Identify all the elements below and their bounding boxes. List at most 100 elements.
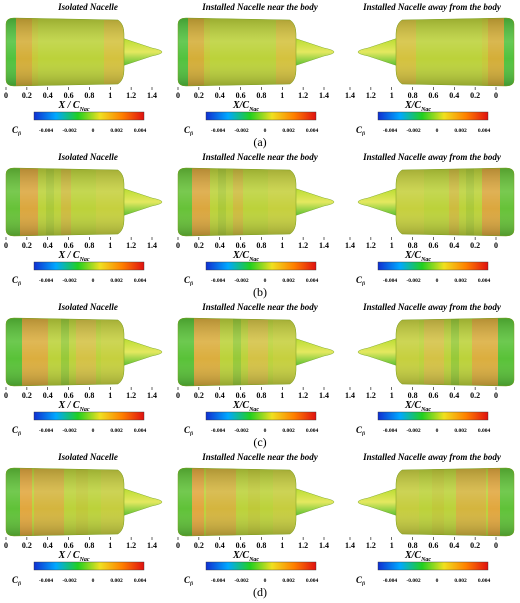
panel: Installed Nacelle near the body 0 0.2 0.4 0.… bbox=[176, 452, 335, 587]
colorbar-gradient bbox=[377, 111, 489, 121]
x-tick-label: 1.2 bbox=[126, 91, 136, 100]
x-tick-label: 0 bbox=[494, 91, 498, 100]
colorbar-tick-label: 0 bbox=[92, 578, 95, 584]
x-axis: 0 0.2 0.4 0.6 0.8 1 1.2 1.4 bbox=[4, 537, 157, 550]
x-axis-label: X/CNac bbox=[232, 550, 259, 563]
x-tick-label: 0 bbox=[4, 91, 8, 100]
colorbar-tick-label: 0 bbox=[92, 428, 95, 434]
x-tick-label: 1 bbox=[390, 391, 394, 400]
exhaust-cone bbox=[357, 37, 399, 67]
x-tick-label: 0.8 bbox=[256, 391, 266, 400]
colorbar-tick-label: -0.004 bbox=[39, 578, 53, 584]
colorbar-tick-label: 0.002 bbox=[282, 428, 295, 434]
colorbar-label: Cfi bbox=[12, 275, 22, 287]
x-tick-label: 0 bbox=[176, 91, 180, 100]
x-tick-label: 0 bbox=[4, 541, 8, 550]
x-axis-label: X/CNac bbox=[404, 400, 431, 413]
x-tick-label: 1.4 bbox=[345, 541, 355, 550]
x-tick-label: 0.2 bbox=[194, 391, 204, 400]
x-tick-label: 1.2 bbox=[126, 541, 136, 550]
colorbar-tick-label: 0 bbox=[436, 128, 439, 134]
colorbar-tick-label: -0.004 bbox=[211, 428, 225, 434]
colorbar-tick-label: -0.004 bbox=[383, 428, 397, 434]
colorbar-tick-label: -0.002 bbox=[62, 578, 76, 584]
x-axis: 1.4 1.2 1 0.8 0.6 0.4 0.2 0 bbox=[345, 237, 498, 250]
colorbar-label: Cfi bbox=[184, 575, 194, 587]
x-tick-label: 0.4 bbox=[43, 541, 53, 550]
x-tick-label: 0.4 bbox=[449, 241, 459, 250]
exhaust-cone bbox=[357, 187, 399, 217]
x-tick-label: 0.8 bbox=[408, 241, 418, 250]
colorbar-tick-label: 0 bbox=[264, 128, 267, 134]
colorbar-tick-label: -0.004 bbox=[383, 278, 397, 284]
colorbar: Cfi -0.004 -0.002 0 0.002 0.004 bbox=[356, 261, 491, 287]
panel-title: Installed Nacelle near the body bbox=[201, 302, 318, 312]
x-axis-label: X/CNac bbox=[404, 100, 431, 113]
x-tick-label: 0.2 bbox=[22, 241, 32, 250]
colorbar-tick-label: -0.002 bbox=[234, 428, 248, 434]
colorbar-tick-label: 0 bbox=[264, 278, 267, 284]
colorbar-tick-label: -0.004 bbox=[383, 578, 397, 584]
x-tick-label: 1 bbox=[390, 91, 394, 100]
colorbar-gradient bbox=[205, 111, 317, 121]
colorbar-label: Cfi bbox=[356, 575, 366, 587]
colorbar-tick-label: 0.004 bbox=[134, 278, 147, 284]
nacelle-surface bbox=[357, 17, 515, 87]
x-tick-label: 1.4 bbox=[319, 241, 329, 250]
x-tick-label: 0.8 bbox=[256, 541, 266, 550]
panel: Installed Nacelle near the body 0 0.2 0.4 0.… bbox=[176, 302, 335, 437]
colorbar-tick-label: 0 bbox=[436, 278, 439, 284]
colorbar-tick-label: 0.004 bbox=[478, 128, 491, 134]
x-tick-label: 0.2 bbox=[470, 91, 480, 100]
x-axis-label: X / CNac bbox=[57, 400, 89, 413]
colorbar: Cfi -0.004 -0.002 0 0.002 0.004 bbox=[356, 411, 491, 437]
x-tick-label: 0.2 bbox=[470, 391, 480, 400]
colorbar-tick-label: 0 bbox=[436, 428, 439, 434]
panel-title: Installed Nacelle near the body bbox=[201, 452, 318, 462]
colorbar-tick-label: 0.004 bbox=[478, 428, 491, 434]
panel-title: Installed Nacelle away from the body bbox=[362, 302, 502, 312]
x-tick-label: 1 bbox=[390, 541, 394, 550]
colorbar-tick-label: -0.002 bbox=[406, 278, 420, 284]
colorbar-tick-label: -0.002 bbox=[406, 428, 420, 434]
x-axis: 0 0.2 0.4 0.6 0.8 1 1.2 1.4 bbox=[176, 387, 329, 400]
x-axis-label: X / CNac bbox=[57, 550, 89, 563]
colorbar-tick-label: -0.002 bbox=[62, 428, 76, 434]
colorbar: Cfi -0.004 -0.002 0 0.002 0.004 bbox=[356, 111, 491, 137]
colorbar-tick-label: 0 bbox=[92, 278, 95, 284]
x-tick-label: 1.4 bbox=[147, 241, 157, 250]
nacelle-surface bbox=[357, 467, 515, 537]
colorbar-tick-label: 0.004 bbox=[478, 278, 491, 284]
x-tick-label: 1.4 bbox=[319, 541, 329, 550]
x-tick-label: 1 bbox=[108, 391, 112, 400]
panel: Installed Nacelle away from the body 1.4 1… bbox=[345, 302, 515, 437]
colorbar-tick-label: 0.002 bbox=[454, 128, 467, 134]
x-tick-label: 1 bbox=[108, 541, 112, 550]
colorbar-tick-label: -0.004 bbox=[383, 128, 397, 134]
x-axis: 1.4 1.2 1 0.8 0.6 0.4 0.2 0 bbox=[345, 387, 498, 400]
x-axis-label: X/CNac bbox=[232, 250, 259, 263]
nacelle-surface bbox=[177, 17, 335, 87]
nacelle-surface bbox=[177, 167, 335, 237]
panel-title: Isolated Nacelle bbox=[57, 452, 118, 462]
figure-row: Isolated Nacelle 0 0.2 0.4 0.6 0.8 1 1.2 1.4 X / … bbox=[4, 302, 515, 449]
x-tick-label: 0.4 bbox=[43, 241, 53, 250]
colorbar: Cfi -0.004 -0.002 0 0.002 0.004 bbox=[12, 111, 146, 137]
exhaust-cone bbox=[293, 337, 335, 367]
nacelle-surface bbox=[5, 167, 163, 237]
x-tick-label: 0.6 bbox=[236, 391, 246, 400]
panel: Isolated Nacelle 0 0.2 0.4 0.6 0.8 1 1.2 1.4 X / … bbox=[4, 2, 163, 137]
x-tick-label: 0.4 bbox=[215, 541, 225, 550]
x-tick-label: 0.6 bbox=[428, 391, 438, 400]
x-tick-label: 0.4 bbox=[449, 91, 459, 100]
colorbar-tick-label: 0.002 bbox=[454, 578, 467, 584]
x-tick-label: 1.2 bbox=[126, 241, 136, 250]
x-tick-label: 0.8 bbox=[84, 91, 94, 100]
panel-title: Installed Nacelle away from the body bbox=[362, 2, 502, 12]
x-tick-label: 1.4 bbox=[147, 541, 157, 550]
colorbar-tick-label: -0.002 bbox=[234, 578, 248, 584]
colorbar-tick-label: 0.002 bbox=[454, 428, 467, 434]
colorbar-label: Cfi bbox=[356, 275, 366, 287]
x-tick-label: 0.2 bbox=[194, 541, 204, 550]
